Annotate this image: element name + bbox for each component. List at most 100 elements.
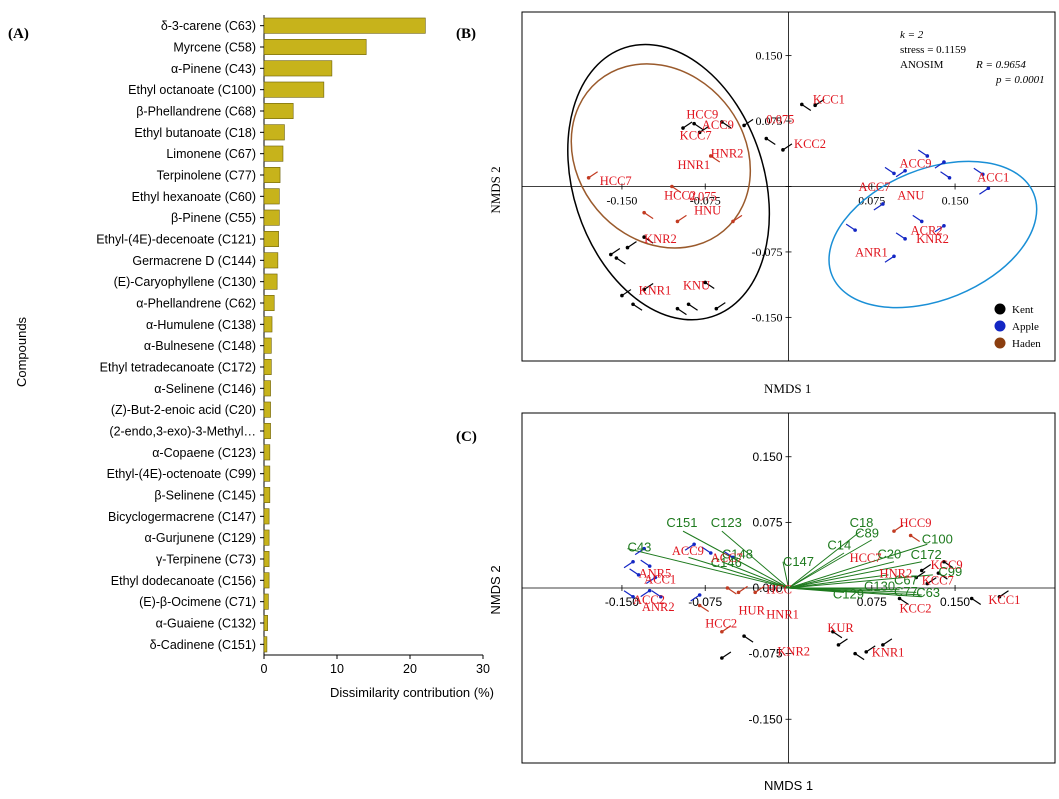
data-point: [681, 126, 685, 130]
y-tick-label: 0.075: [752, 515, 782, 529]
category-label: (E)-β-Ocimene (C71): [139, 595, 256, 609]
connector-line: [938, 572, 948, 580]
bar-chart-panel-a: Dissimilarity contribution (%) Compounds…: [14, 15, 494, 700]
data-point: [936, 571, 941, 575]
bar: [263, 17, 426, 34]
connector-line: [632, 303, 643, 311]
data-point: [892, 529, 896, 533]
sample-label: ACC9: [900, 156, 932, 170]
category-label: β-Phellandrene (C68): [136, 105, 256, 119]
group-ellipse: [828, 160, 1038, 309]
x-tick-label: 10: [330, 662, 344, 676]
data-point: [697, 130, 702, 135]
data-point: [720, 629, 724, 634]
y-axis-title-c: NMDS 2: [488, 565, 503, 614]
compound-label: C123: [711, 515, 742, 530]
bar: [263, 572, 270, 589]
y-tick-label: 0.150: [752, 450, 782, 464]
panel-a-label: (A): [8, 26, 29, 42]
connector-line: [873, 203, 884, 211]
legend: Kent Apple Haden: [994, 303, 1041, 350]
category-label: Myrcene (C58): [173, 41, 256, 55]
compound-label: C146: [711, 555, 742, 570]
loading-vector: [788, 561, 922, 589]
connector-line: [721, 651, 732, 659]
data-point: [642, 546, 646, 551]
connector-line: [677, 214, 687, 222]
x-tick-label: -0.150: [605, 595, 639, 609]
connector-line: [743, 118, 754, 126]
loading-vector: [788, 543, 928, 589]
sample-label: KNR1: [639, 284, 672, 298]
connector-line: [704, 281, 715, 289]
data-point: [831, 629, 835, 634]
data-point: [925, 581, 930, 586]
sample-label: KCC9: [931, 558, 963, 572]
connector-line: [910, 535, 920, 542]
data-point: [609, 252, 613, 257]
y-tick-label: -0.075: [748, 647, 782, 661]
x-tick-label: -0.075: [690, 194, 721, 208]
connector-line: [895, 232, 906, 240]
data-point: [736, 590, 741, 595]
y-tick-label: -0.075: [752, 245, 783, 259]
connector-line: [915, 571, 926, 578]
bar: [263, 209, 280, 226]
compound-label: C172: [911, 547, 942, 562]
connector-line: [801, 103, 812, 111]
data-point: [908, 533, 913, 538]
data-point: [647, 564, 652, 568]
data-point: [836, 643, 841, 647]
compound-label: C147: [783, 554, 814, 569]
bar: [263, 273, 278, 290]
sample-label: HNR1: [766, 608, 799, 622]
group-ellipse: [567, 43, 771, 321]
loading-vector: [788, 574, 933, 589]
loading-vector: [788, 561, 895, 589]
data-point: [620, 293, 624, 298]
sample-label: KNR2: [916, 232, 949, 246]
category-label: Limonene (C67): [166, 147, 256, 161]
connector-line: [701, 546, 712, 554]
data-point: [647, 588, 652, 593]
data-point: [800, 102, 804, 107]
bar: [263, 465, 271, 482]
compound-label: C14: [827, 538, 851, 553]
data-point: [670, 184, 674, 189]
compound-label: C18: [850, 515, 874, 530]
data-point: [675, 306, 680, 311]
sample-label: HNR1: [677, 158, 710, 172]
y-tick-label: -0.150: [748, 712, 782, 726]
compound-label: C63: [916, 585, 940, 600]
y-axis-title: Compounds: [14, 316, 29, 387]
sample-label: KUR: [827, 621, 854, 635]
category-label: (2-endo,3-exo)-3-Methyl…: [109, 425, 256, 439]
bar: [263, 252, 279, 269]
data-point: [781, 148, 785, 152]
connector-line: [832, 631, 843, 639]
sample-label: ANR5: [639, 567, 672, 581]
loading-vector: [682, 530, 789, 589]
category-label: Bicyclogermacrene (C147): [108, 510, 256, 524]
data-point: [614, 256, 619, 260]
sample-label: 0.075: [689, 189, 717, 203]
bar: [263, 487, 271, 503]
panel-c-label: (C): [456, 429, 477, 445]
category-label: Ethyl hexanoate (C60): [132, 190, 256, 204]
category-label: Germacrene D (C144): [132, 254, 256, 268]
legend-marker: [994, 320, 1006, 332]
connector-line: [710, 155, 721, 163]
category-label: α-Copaene (C123): [152, 446, 256, 460]
connector-line: [884, 166, 895, 174]
compound-label: C151: [666, 515, 697, 530]
sample-label: KCC1: [988, 593, 1020, 607]
loading-vector: [788, 552, 845, 589]
data-point: [625, 245, 630, 250]
data-point: [725, 586, 730, 590]
data-point: [942, 160, 946, 164]
bar: [263, 636, 268, 653]
connector-line: [899, 598, 909, 605]
data-point: [969, 596, 974, 601]
sample-label: HCC7: [600, 174, 632, 188]
